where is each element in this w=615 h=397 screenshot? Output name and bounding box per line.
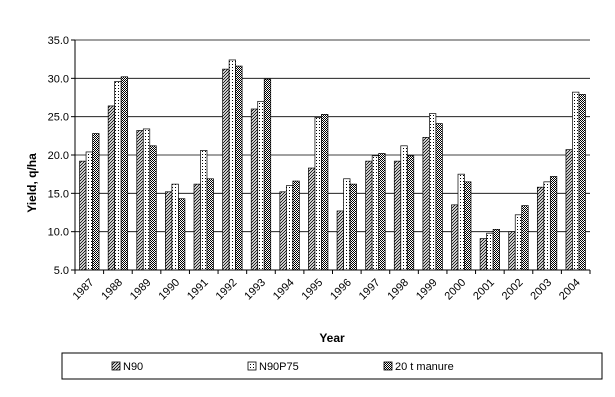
bar-20-t-manure-1993	[263, 78, 272, 271]
bar-n90-2001	[479, 238, 487, 271]
bar-20-t-manure-1997	[378, 153, 386, 271]
bar-20-t-manure-2004	[578, 94, 586, 271]
legend-label: 20 t manure	[395, 361, 454, 373]
bar-20-t-manure-1989	[149, 145, 157, 271]
bar-n90-1987	[79, 160, 87, 271]
y-tick-label: 5.0	[54, 265, 69, 277]
bar-20-t-manure-1995	[321, 114, 329, 271]
x-tick-label: 2002	[500, 277, 526, 303]
bar-n90-1997	[365, 160, 373, 271]
legend-swatch	[383, 361, 393, 371]
bar-n90-1998	[393, 160, 402, 271]
bar-20-t-manure-1998	[406, 155, 415, 271]
bar-n90p75-1991	[200, 150, 208, 271]
x-tick-label: 1993	[242, 277, 268, 303]
x-axis-title: Year	[319, 331, 345, 345]
bar-n90-1990	[165, 191, 173, 271]
bar-n90p75-2002	[514, 214, 523, 271]
bar-n90p75-1994	[285, 185, 294, 271]
bar-n90p75-2003	[543, 181, 551, 271]
axes	[74, 40, 591, 274]
bar-n90-2003	[536, 186, 545, 271]
bar-20-t-manure-2002	[521, 205, 529, 271]
bar-20-t-manure-1992	[235, 65, 243, 271]
bar-n90-2002	[508, 231, 516, 271]
x-tick-label: 1990	[156, 277, 182, 303]
y-tick-label: 25.0	[48, 112, 69, 124]
y-tick-label: 35.0	[48, 35, 69, 47]
x-tick-label: 1996	[328, 277, 354, 303]
y-tick-label: 30.0	[48, 73, 69, 85]
x-tick-label: 1995	[300, 277, 326, 303]
x-tick-label: 1987	[71, 277, 97, 303]
bar-20-t-manure-1991	[206, 178, 214, 271]
gridlines	[71, 39, 590, 271]
bar-n90-1991	[193, 183, 201, 271]
bar-n90p75-1996	[343, 178, 351, 271]
bar-n90p75-1987	[85, 151, 93, 271]
bar-20-t-manure-1990	[178, 198, 186, 271]
legend-label: N90P75	[259, 361, 299, 373]
x-tick-label: 1997	[357, 277, 383, 303]
bar-n90p75-1990	[171, 183, 179, 271]
x-tick-label: 1992	[214, 277, 240, 303]
bar-n90p75-2001	[486, 232, 494, 271]
bar-n90-1994	[279, 191, 287, 271]
bar-n90-1992	[222, 68, 230, 271]
y-tick-labels: 5.0 10.0 15.0 20.0 25.0 30.0 35.0	[48, 35, 69, 277]
y-tick-label: 20.0	[48, 150, 69, 162]
bar-n90p75-1993	[257, 100, 265, 271]
y-tick-label: 10.0	[48, 227, 69, 239]
bar-n90p75-2004	[572, 91, 580, 271]
bar-20-t-manure-1994	[292, 180, 300, 271]
bar-20-t-manure-1999	[435, 123, 443, 271]
bar-20-t-manure-2001	[492, 229, 500, 271]
bar-n90p75-1999	[429, 113, 437, 271]
x-tick-label: 1998	[385, 277, 411, 303]
x-tick-label: 1988	[99, 277, 125, 303]
bar-n90-1988	[107, 105, 116, 271]
y-axis-title: Yield, q/ha	[25, 153, 39, 213]
bar-20-t-manure-2000	[464, 181, 472, 271]
x-tick-label: 1999	[414, 277, 440, 303]
bars	[79, 59, 586, 271]
bar-n90p75-1997	[371, 155, 380, 271]
x-tick-label: 2003	[528, 277, 554, 303]
x-tick-label: 1994	[271, 277, 297, 303]
legend-swatch	[247, 361, 257, 371]
legend-box	[61, 352, 603, 380]
bar-n90-1993	[250, 108, 259, 271]
bar-n90-2000	[451, 204, 459, 271]
x-tick-labels: 1987 1988 1989 1990 1991 1992 1993 1994 1995 1996…	[71, 277, 583, 303]
bar-20-t-manure-1988	[120, 76, 129, 271]
x-tick-label: 1989	[128, 277, 154, 303]
x-tick-label: 2004	[557, 277, 583, 303]
bar-20-t-manure-2003	[549, 176, 558, 271]
bar-n90p75-1992	[228, 59, 236, 271]
bar-n90p75-1989	[142, 128, 151, 271]
bar-n90p75-2000	[457, 173, 465, 271]
bar-n90-1989	[136, 130, 144, 271]
legend: N90 N90P75 20 t manure	[61, 352, 603, 380]
bar-n90p75-1998	[400, 145, 408, 271]
bar-n90-1995	[308, 167, 316, 271]
x-tick-label: 2001	[471, 277, 497, 303]
bar-n90p75-1988	[114, 81, 122, 271]
bar-n90-1996	[336, 210, 344, 271]
y-tick-label: 15.0	[48, 188, 69, 200]
bar-20-t-manure-1987	[92, 133, 100, 271]
x-tick-label: 2000	[443, 277, 469, 303]
bar-n90-2004	[565, 149, 573, 271]
legend-label: N90	[123, 361, 143, 373]
x-tick-label: 1991	[185, 277, 211, 303]
bar-n90p75-1995	[314, 117, 322, 271]
bar-20-t-manure-1996	[349, 183, 357, 271]
legend-swatch	[111, 361, 121, 371]
bar-n90-1999	[422, 137, 430, 271]
